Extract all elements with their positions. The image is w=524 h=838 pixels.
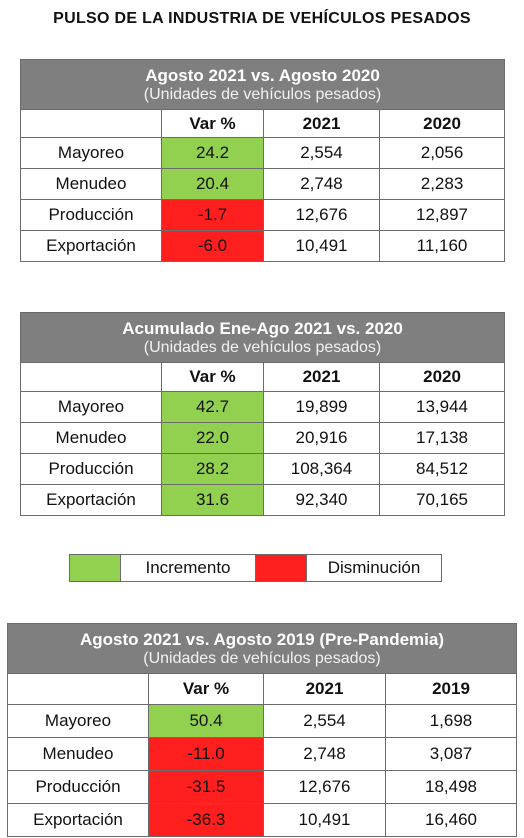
legend-increase-label: Incremento [120, 554, 256, 582]
value-cell: 3,087 [385, 737, 517, 771]
table-title: Agosto 2021 vs. Agosto 2020 [145, 65, 380, 85]
col-header-year-1: 2021 [263, 109, 380, 138]
table-aug-2021-vs-aug-2019: Agosto 2021 vs. Agosto 2019 (Pre-Pandemi… [7, 623, 517, 837]
row-label: Menudeo [20, 422, 162, 454]
table-subtitle: (Unidades de vehículos pesados) [143, 338, 382, 356]
var-cell: 50.4 [148, 704, 264, 738]
row-label: Exportación [20, 484, 162, 516]
row-label: Menudeo [7, 737, 149, 771]
col-header-year-2: 2020 [378, 109, 506, 138]
var-cell: 42.7 [161, 391, 264, 423]
var-cell: -1.7 [161, 199, 264, 231]
table-row: Menudeo 20.4 2,748 2,283 [20, 168, 506, 200]
col-header-var: Var % [161, 362, 264, 392]
empty-header-cell [20, 362, 162, 392]
row-label: Mayoreo [20, 391, 162, 423]
value-cell: 2,554 [263, 704, 386, 738]
var-cell: 31.6 [161, 484, 264, 516]
table-row: Exportación -36.3 10,491 16,460 [7, 803, 517, 837]
var-cell: 28.2 [161, 453, 264, 485]
table-row: Mayoreo 50.4 2,554 1,698 [7, 704, 517, 738]
col-header-year-2: 2020 [378, 362, 506, 392]
value-cell: 10,491 [263, 230, 380, 262]
value-cell: 20,916 [263, 422, 380, 454]
table-title: Agosto 2021 vs. Agosto 2019 (Pre-Pandemi… [79, 629, 445, 649]
table-aug-2021-vs-aug-2020: Agosto 2021 vs. Agosto 2020 (Unidades de… [19, 59, 506, 262]
page-title: PULSO DE LA INDUSTRIA DE VEHÍCULOS PESAD… [53, 10, 471, 27]
var-cell: 24.2 [161, 137, 264, 169]
table-header: Agosto 2021 vs. Agosto 2020 (Unidades de… [19, 59, 506, 110]
row-label: Menudeo [20, 168, 162, 200]
value-cell: 17,138 [378, 422, 506, 454]
col-header-year-1: 2021 [263, 362, 380, 392]
var-cell: -11.0 [148, 737, 264, 771]
table-row: Menudeo 22.0 20,916 17,138 [20, 422, 506, 454]
value-cell: 108,364 [263, 453, 380, 485]
value-cell: 13,944 [378, 391, 506, 423]
legend: Incremento Disminución [69, 554, 442, 582]
table-cumulative-jan-aug: Acumulado Ene-Ago 2021 vs. 2020 (Unidade… [19, 312, 506, 516]
legend-increase-swatch [69, 554, 121, 582]
row-label: Mayoreo [20, 137, 162, 169]
row-label: Mayoreo [7, 704, 149, 738]
value-cell: 2,748 [263, 168, 380, 200]
col-header-var: Var % [148, 673, 264, 705]
value-cell: 18,498 [385, 770, 517, 804]
col-header-year-1: 2021 [263, 673, 386, 705]
table-subtitle: (Unidades de vehículos pesados) [143, 649, 381, 667]
col-header-year-2: 2019 [385, 673, 517, 705]
legend-decrease-swatch [255, 554, 307, 582]
table-row: Exportación -6.0 10,491 11,160 [20, 230, 506, 262]
var-cell: 22.0 [161, 422, 264, 454]
table-row: Mayoreo 42.7 19,899 13,944 [20, 391, 506, 423]
table-row: Producción 28.2 108,364 84,512 [20, 453, 506, 485]
empty-header-cell [20, 109, 162, 138]
value-cell: 70,165 [378, 484, 506, 516]
value-cell: 2,748 [263, 737, 386, 771]
value-cell: 2,283 [378, 168, 506, 200]
row-label: Producción [20, 453, 162, 485]
empty-header-cell [7, 673, 149, 705]
var-cell: 20.4 [161, 168, 264, 200]
table-row: Mayoreo 24.2 2,554 2,056 [20, 137, 506, 169]
var-cell: -36.3 [148, 803, 264, 837]
value-cell: 19,899 [263, 391, 380, 423]
value-cell: 84,512 [378, 453, 506, 485]
value-cell: 10,491 [263, 803, 386, 837]
row-label: Producción [7, 770, 149, 804]
value-cell: 1,698 [385, 704, 517, 738]
value-cell: 16,460 [385, 803, 517, 837]
table-row: Producción -31.5 12,676 18,498 [7, 770, 517, 804]
table-header: Agosto 2021 vs. Agosto 2019 (Pre-Pandemi… [7, 623, 517, 674]
col-header-var: Var % [161, 109, 264, 138]
table-header: Acumulado Ene-Ago 2021 vs. 2020 (Unidade… [19, 312, 506, 363]
value-cell: 12,897 [378, 199, 506, 231]
row-label: Producción [20, 199, 162, 231]
row-label: Exportación [20, 230, 162, 262]
value-cell: 92,340 [263, 484, 380, 516]
value-cell: 2,554 [263, 137, 380, 169]
table-row: Exportación 31.6 92,340 70,165 [20, 484, 506, 516]
var-cell: -31.5 [148, 770, 264, 804]
value-cell: 11,160 [378, 230, 506, 262]
legend-decrease-label: Disminución [306, 554, 442, 582]
value-cell: 2,056 [378, 137, 506, 169]
table-subtitle: (Unidades de vehículos pesados) [143, 85, 382, 103]
var-cell: -6.0 [161, 230, 264, 262]
table-row: Menudeo -11.0 2,748 3,087 [7, 737, 517, 771]
table-row: Producción -1.7 12,676 12,897 [20, 199, 506, 231]
value-cell: 12,676 [263, 770, 386, 804]
value-cell: 12,676 [263, 199, 380, 231]
table-title: Acumulado Ene-Ago 2021 vs. 2020 [122, 318, 403, 338]
row-label: Exportación [7, 803, 149, 837]
